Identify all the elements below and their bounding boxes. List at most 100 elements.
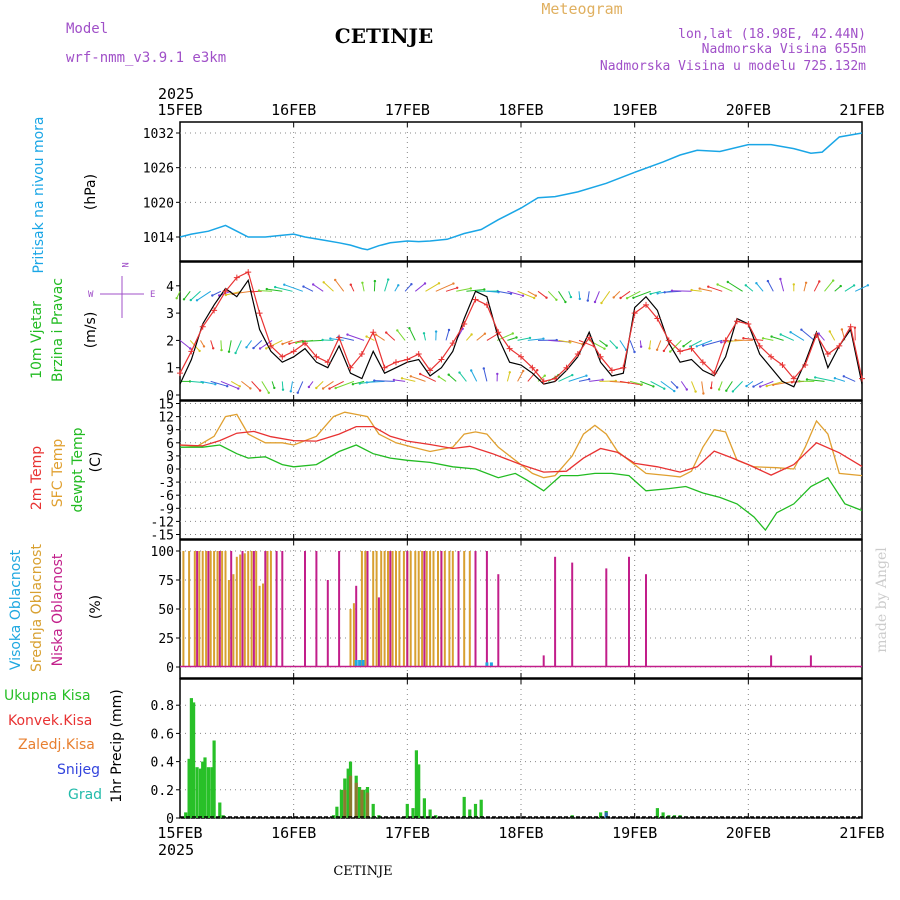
- wind-speed-marker: [529, 364, 536, 371]
- wind-arrow-head: [483, 288, 486, 291]
- wind-arrow: [650, 380, 665, 390]
- cloud-bar: [423, 551, 426, 667]
- lonlat-text: lon,lat (18.98E, 42.44N): [678, 27, 866, 42]
- wind-arrow-head: [452, 282, 455, 285]
- wind-arrow-head: [226, 385, 229, 388]
- legend-zaledj-kisa: Zaledj.Kisa: [18, 737, 95, 753]
- y-tick-label: 0: [166, 389, 174, 404]
- wind-arrow-head: [792, 283, 795, 286]
- top-date-label: 16FEB: [271, 101, 316, 119]
- wind-speed-marker: [722, 337, 729, 344]
- wind-arrow-head: [789, 331, 792, 334]
- year-label-bottom: 2025: [158, 841, 194, 859]
- y-tick-label: 0: [166, 661, 174, 676]
- wind-speed-marker: [461, 321, 468, 328]
- wind-speed-marker: [665, 337, 672, 344]
- cloud-bar: [269, 551, 272, 667]
- precip-bar: [201, 761, 205, 818]
- wind-speed-marker: [813, 331, 820, 338]
- wind-arrow: [275, 286, 293, 292]
- wind-arrow-head: [772, 383, 775, 387]
- top-date-label: 20FEB: [726, 101, 771, 119]
- cloud-bar: [409, 551, 412, 667]
- wind-arrow-head: [866, 284, 870, 287]
- wind-arrow: [801, 329, 815, 341]
- precip-bar: [468, 809, 472, 818]
- wind-arrow: [486, 290, 499, 293]
- y-tick-label: 75: [158, 574, 174, 589]
- wind-speed-marker: [699, 359, 706, 366]
- wind-arrow: [303, 286, 314, 292]
- wind-arrow: [176, 291, 181, 299]
- dewpt-temp-line: [180, 444, 863, 532]
- wind-arrow-head: [175, 297, 178, 300]
- wind-speed-marker: [495, 329, 502, 336]
- wind-speed-marker: [177, 370, 183, 377]
- wind-speed-marker: [188, 348, 195, 355]
- wind-arrow-head: [543, 374, 546, 377]
- wind-arrow-head: [545, 296, 548, 299]
- wind-arrow: [690, 339, 702, 347]
- temp-title: 2m Temp: [29, 446, 45, 510]
- wind-arrow-head: [188, 380, 192, 383]
- wind-arrow: [385, 332, 396, 341]
- wind-speed-marker: [358, 351, 365, 358]
- wind-speed-marker: [756, 342, 763, 349]
- wind-speed-marker: [483, 301, 490, 308]
- wind-speed-marker: [631, 310, 638, 317]
- wind-arrow: [281, 381, 284, 390]
- wind-arrow-head: [619, 296, 622, 300]
- cloud-bar: [809, 655, 812, 667]
- wind-arrow-head: [744, 284, 747, 287]
- wind-arrow-head: [385, 331, 388, 334]
- wind-arrow-head: [702, 344, 705, 347]
- wind-arrow-head: [669, 350, 672, 353]
- wind-arrow-head: [842, 375, 845, 378]
- cloud-bar: [247, 551, 250, 667]
- cloud-high-title: Visoka Oblacnost: [8, 549, 24, 670]
- cloud-bar: [372, 551, 375, 667]
- wind-arrow-head: [400, 377, 404, 380]
- wind-arrow-head: [663, 387, 666, 390]
- wind-speed-marker: [859, 375, 865, 382]
- wind-arrow: [497, 290, 512, 295]
- wind-speed-marker: [506, 345, 513, 352]
- wind-arrow: [335, 380, 355, 389]
- wind-arrow: [445, 329, 450, 341]
- wind-speed-marker: [779, 361, 786, 368]
- wind-arrow-head: [482, 367, 485, 370]
- precip-panel: 0 0.2 0.4 0.6 0.8: [151, 678, 863, 827]
- wind-arrow: [680, 381, 688, 390]
- y-tick-label: 1020: [143, 196, 174, 211]
- wind-arrow-head: [281, 388, 285, 391]
- wind-speed-marker: [586, 334, 593, 341]
- wind-speed-marker: [836, 342, 843, 349]
- cloud-bar: [402, 551, 405, 667]
- cloud-bar: [358, 660, 362, 667]
- cloud-bar: [443, 551, 446, 667]
- wind-arrow: [708, 286, 723, 292]
- wind-arrow-head: [601, 378, 604, 381]
- bottom-date-label: 21FEB: [839, 824, 884, 842]
- y-tick-label: 0.6: [151, 727, 174, 742]
- cloud-bar: [391, 551, 394, 667]
- wind-arrow: [210, 380, 228, 387]
- temp-dewpt-title: dewpt Temp: [70, 427, 86, 512]
- wind-arrow: [620, 290, 631, 299]
- wind-speed-marker: [654, 315, 661, 322]
- wind-arrow-head: [328, 387, 331, 390]
- wind-speed-marker: [824, 351, 831, 358]
- cloud-bar: [188, 551, 191, 667]
- wind-arrow: [671, 290, 692, 292]
- precip-bar: [343, 789, 347, 818]
- wind-arrow: [232, 290, 252, 295]
- wind-arrow: [633, 290, 651, 299]
- wind-arrow: [806, 379, 825, 382]
- precip-bar: [428, 809, 432, 818]
- wind-arrow: [650, 290, 661, 295]
- precip-bar: [210, 767, 214, 818]
- wind-arrow-head: [770, 335, 773, 338]
- y-tick-label: 3: [166, 307, 174, 322]
- wind-speed-marker: [302, 340, 309, 347]
- y-tick-label: 50: [158, 603, 174, 618]
